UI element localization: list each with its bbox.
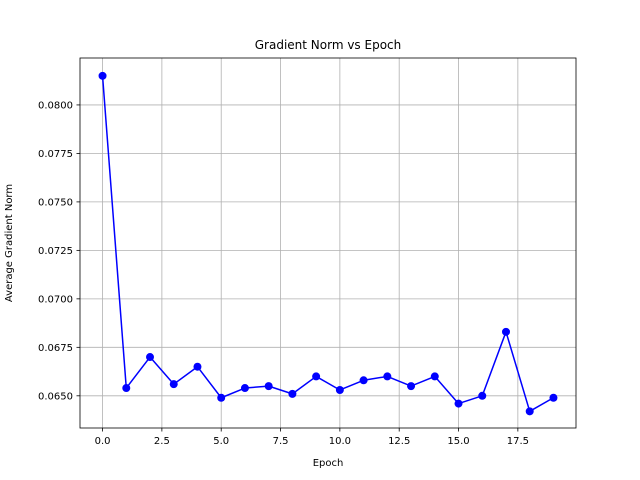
data-point: [383, 372, 392, 381]
plot-area: [80, 58, 576, 428]
data-point: [335, 385, 344, 394]
series-layer: [98, 71, 558, 416]
y-tick-label: 0.0750: [38, 197, 73, 208]
data-point: [217, 393, 226, 402]
data-point: [430, 372, 439, 381]
y-tick-label: 0.0725: [38, 246, 73, 257]
plot-frame: [79, 57, 577, 429]
data-point: [264, 382, 273, 391]
data-point: [549, 393, 558, 402]
x-tick-label: 15.0: [447, 436, 469, 447]
data-point: [525, 407, 534, 416]
data-point: [312, 372, 321, 381]
series-line: [101, 75, 554, 413]
grid: [80, 58, 576, 428]
data-point: [359, 376, 368, 385]
y-axis-label: Average Gradient Norm: [4, 184, 15, 302]
x-tick-label: 2.5: [154, 436, 170, 447]
y-tick-label: 0.0775: [38, 149, 73, 160]
data-point: [501, 327, 510, 336]
x-tick-label: 0.0: [95, 436, 111, 447]
data-point: [98, 71, 107, 80]
data-point: [122, 384, 131, 393]
data-point: [288, 389, 297, 398]
y-tick-label: 0.0800: [38, 100, 73, 111]
x-axis: 0.0 2.5 5.0 7.5 10.0 12.5 15.0 17.5: [95, 428, 529, 447]
data-point: [478, 391, 487, 400]
x-tick-label: 7.5: [273, 436, 289, 447]
x-tick-label: 17.5: [507, 436, 529, 447]
y-tick-label: 0.0675: [38, 343, 73, 354]
data-point: [193, 362, 202, 371]
x-tick-label: 10.0: [329, 436, 351, 447]
data-point: [407, 382, 416, 391]
data-point: [454, 399, 463, 408]
x-tick-label: 12.5: [388, 436, 410, 447]
y-tick-label: 0.0700: [38, 294, 73, 305]
data-point: [240, 384, 249, 393]
data-point: [146, 353, 155, 362]
chart-title: Gradient Norm vs Epoch: [255, 38, 402, 52]
x-axis-label: Epoch: [313, 458, 344, 469]
data-point: [169, 380, 178, 389]
y-axis: 0.0650 0.0675 0.0700 0.0725 0.0750 0.0775 0.08…: [38, 100, 80, 402]
y-tick-label: 0.0650: [38, 391, 73, 402]
x-tick-label: 5.0: [213, 436, 229, 447]
